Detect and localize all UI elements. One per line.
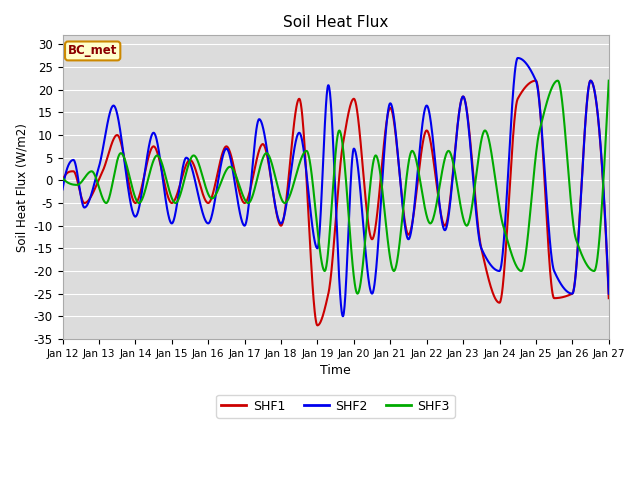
- Y-axis label: Soil Heat Flux (W/m2): Soil Heat Flux (W/m2): [15, 123, 28, 252]
- X-axis label: Time: Time: [320, 364, 351, 377]
- Legend: SHF1, SHF2, SHF3: SHF1, SHF2, SHF3: [216, 395, 455, 418]
- Title: Soil Heat Flux: Soil Heat Flux: [283, 15, 388, 30]
- Text: BC_met: BC_met: [68, 45, 117, 58]
